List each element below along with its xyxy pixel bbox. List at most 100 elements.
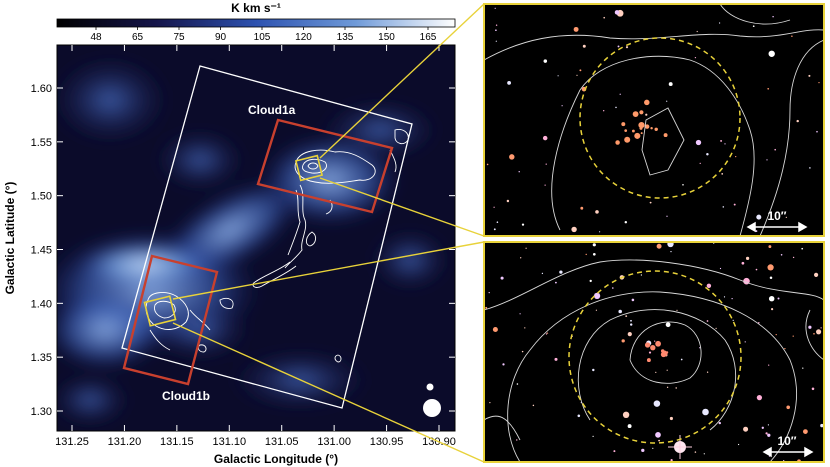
star <box>723 296 726 298</box>
star <box>485 306 488 309</box>
star <box>809 167 811 169</box>
star <box>541 272 544 275</box>
star <box>495 29 497 32</box>
star <box>663 133 668 138</box>
star <box>767 87 770 90</box>
star <box>615 106 617 109</box>
star <box>765 432 768 435</box>
star <box>624 129 628 132</box>
star <box>761 426 764 429</box>
star <box>516 439 518 441</box>
star <box>766 159 768 161</box>
star <box>654 340 656 342</box>
x-axis-label: Galactic Longitude (°) <box>214 452 338 466</box>
star <box>771 308 774 311</box>
star <box>544 184 546 186</box>
colorbar-tick-label: 120 <box>295 32 312 43</box>
star <box>718 421 721 425</box>
star <box>665 351 669 354</box>
star <box>694 57 697 59</box>
star <box>666 386 669 388</box>
star <box>792 335 794 337</box>
colorbar-tick-label: 135 <box>337 32 354 43</box>
star <box>743 426 749 432</box>
star <box>722 206 725 208</box>
colorbar-gradient <box>56 18 456 28</box>
scale-bar-top <box>746 221 808 233</box>
star <box>715 327 717 329</box>
cloud1a-label: Cloud1a <box>248 103 296 117</box>
star <box>666 369 668 371</box>
star <box>615 140 620 145</box>
star <box>660 351 667 358</box>
star <box>532 404 535 407</box>
star <box>582 44 586 48</box>
star <box>644 99 650 106</box>
star <box>524 327 526 329</box>
colorbar-unit-label: K km s⁻¹ <box>231 1 281 15</box>
star <box>769 276 773 280</box>
star <box>641 448 645 453</box>
star <box>777 297 780 300</box>
star <box>580 206 584 210</box>
star <box>618 309 622 314</box>
star <box>720 139 723 142</box>
star <box>695 139 702 146</box>
star <box>786 405 790 410</box>
star <box>755 268 758 271</box>
connector-lines <box>172 3 485 463</box>
star <box>627 332 632 337</box>
star <box>573 26 579 32</box>
star <box>772 15 774 18</box>
star <box>675 387 677 389</box>
star <box>816 130 818 133</box>
star <box>655 340 661 347</box>
star <box>614 10 620 15</box>
beam-small <box>426 383 434 391</box>
star <box>655 371 657 373</box>
colorbar-tick-label: 105 <box>254 32 271 43</box>
y-tick-label: 1.60 <box>31 83 52 95</box>
star <box>741 261 745 265</box>
star <box>803 429 808 434</box>
star <box>699 162 701 165</box>
star <box>768 295 775 302</box>
star <box>648 351 652 354</box>
star <box>494 7 496 9</box>
star <box>543 59 548 63</box>
star <box>516 383 519 385</box>
inset-cloud1b: 10″ <box>483 241 825 463</box>
star <box>488 291 490 294</box>
star <box>653 400 661 407</box>
star <box>486 163 489 166</box>
star <box>579 69 582 72</box>
colorbar-ticks: 48 65 75 90 105 120 135 150 165 <box>90 27 437 43</box>
star <box>706 153 709 156</box>
star-field-top <box>486 7 820 233</box>
star <box>694 451 697 453</box>
star <box>645 113 648 116</box>
star <box>814 272 819 277</box>
star <box>706 371 709 373</box>
star <box>738 443 740 446</box>
inset-top-aperture <box>579 37 741 199</box>
star <box>758 321 760 324</box>
colorbar-tick-label: 48 <box>90 32 102 43</box>
star <box>818 81 820 84</box>
star <box>768 245 772 249</box>
star <box>752 25 755 28</box>
star <box>733 203 736 206</box>
colorbar-tick-label: 150 <box>378 32 395 43</box>
star <box>676 309 678 311</box>
star <box>521 350 524 353</box>
star <box>796 119 799 123</box>
inset-bottom-aperture <box>568 270 742 444</box>
star <box>509 154 515 160</box>
star <box>627 424 632 429</box>
x-tick-label: 131.10 <box>212 436 246 448</box>
y-tick-label: 1.35 <box>31 352 52 364</box>
star <box>696 30 698 33</box>
scale-bar-bottom <box>762 446 814 458</box>
star <box>668 82 673 87</box>
star <box>611 287 614 289</box>
